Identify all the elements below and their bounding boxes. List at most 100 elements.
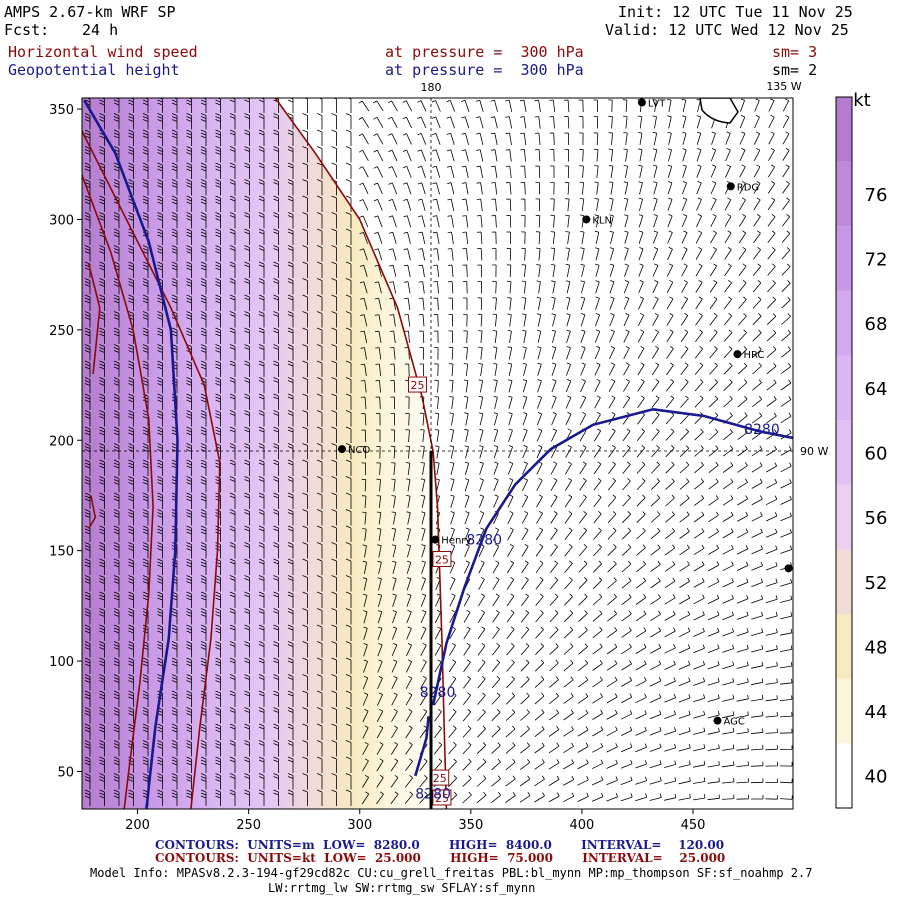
wind-barb (331, 608, 337, 625)
wind-barb (186, 294, 192, 311)
wind-barb (142, 294, 149, 311)
wind-barb (128, 129, 134, 146)
wind-barb (128, 707, 134, 724)
wind-barb (609, 313, 615, 327)
wind-barb (420, 445, 425, 459)
wind-barb (694, 379, 704, 392)
wind-barb (215, 624, 221, 641)
wind-barb (244, 723, 250, 740)
wind-barb (520, 116, 527, 129)
colorbar-tick-label: 56 (865, 508, 888, 529)
height-contour-label: 8280 (415, 787, 451, 803)
wind-barb (99, 789, 105, 806)
wind-barb (84, 674, 91, 691)
wind-barb (273, 707, 279, 724)
wind-barb (316, 344, 323, 361)
wind-barb (635, 577, 647, 589)
wind-barb (565, 247, 570, 261)
wind-barb (200, 311, 207, 328)
wind-barb (507, 362, 513, 376)
wind-barb (765, 628, 778, 636)
wind-barb (376, 791, 384, 805)
wind-barb (781, 346, 792, 358)
wind-barb (390, 413, 395, 426)
wind-barb (578, 99, 584, 113)
wind-barb (448, 758, 457, 771)
wind-barb (171, 789, 178, 806)
wind-barb (373, 166, 383, 178)
wind-barb (463, 297, 468, 310)
wind-barb (678, 793, 691, 801)
wind-barb (287, 98, 294, 113)
wind-barb (682, 148, 687, 162)
wind-barb (479, 461, 484, 475)
wind-barb (244, 575, 250, 592)
wind-barb (215, 212, 221, 229)
wind-barb (84, 756, 91, 773)
wind-barb (635, 610, 647, 622)
wind-barb (636, 428, 646, 441)
wind-barb (244, 426, 250, 443)
wind-barb (229, 426, 236, 443)
wind-barb (388, 231, 397, 244)
wind-barb (666, 329, 674, 343)
wind-barb (752, 313, 762, 326)
wind-barb (200, 756, 207, 773)
wind-barb (258, 707, 265, 724)
wind-barb (287, 393, 294, 410)
wind-barb (506, 264, 512, 278)
wind-barb (766, 379, 777, 391)
wind-barb (710, 230, 717, 244)
wind-barb (695, 296, 703, 310)
wind-barb (229, 129, 236, 146)
wind-barb (200, 525, 207, 542)
wind-barb (580, 379, 586, 393)
wind-barb (723, 379, 733, 391)
wind-barb (564, 593, 573, 606)
wind-barb (448, 708, 457, 722)
wind-barb (258, 393, 265, 410)
wind-barb (84, 707, 91, 724)
wind-barb (564, 181, 570, 195)
wind-barb (157, 509, 163, 526)
wind-barb (464, 544, 470, 558)
wind-barb (623, 378, 630, 392)
wind-barb (767, 296, 776, 309)
wind-barb (621, 527, 632, 540)
wind-barb (564, 543, 573, 557)
wind-barb (273, 129, 279, 146)
wind-barb (392, 610, 397, 624)
wind-barb (464, 396, 469, 409)
wind-barb (680, 312, 689, 326)
wind-barb (462, 264, 468, 278)
wind-barb (537, 362, 542, 376)
wind-barb (376, 495, 382, 509)
wind-barb (522, 379, 528, 393)
wind-barb (186, 360, 192, 377)
wind-barb (606, 726, 618, 737)
wind-barb (99, 261, 105, 278)
wind-barb (331, 410, 337, 427)
wind-barb (679, 527, 690, 539)
wind-barb (376, 478, 381, 492)
wind-barb (635, 593, 647, 605)
wind-barb (84, 690, 91, 707)
wind-barb (200, 179, 207, 196)
wind-barb (171, 707, 178, 724)
wind-barb (492, 527, 500, 541)
wind-barb (447, 182, 455, 195)
wind-barb (766, 412, 777, 424)
y-tick-label: 350 (49, 103, 74, 118)
wind-barb (549, 626, 559, 639)
wind-barb (693, 577, 705, 588)
wind-barb (157, 278, 163, 295)
wind-barb (564, 477, 573, 491)
wind-barb (287, 476, 294, 493)
wind-barb (215, 327, 221, 344)
wind-barb (200, 327, 207, 344)
model-title: AMPS 2.67-km WRF SP (4, 3, 176, 21)
wind-barb (491, 791, 502, 804)
wind-barb (693, 611, 705, 621)
wind-barb (215, 641, 221, 658)
wind-barb (765, 711, 778, 718)
